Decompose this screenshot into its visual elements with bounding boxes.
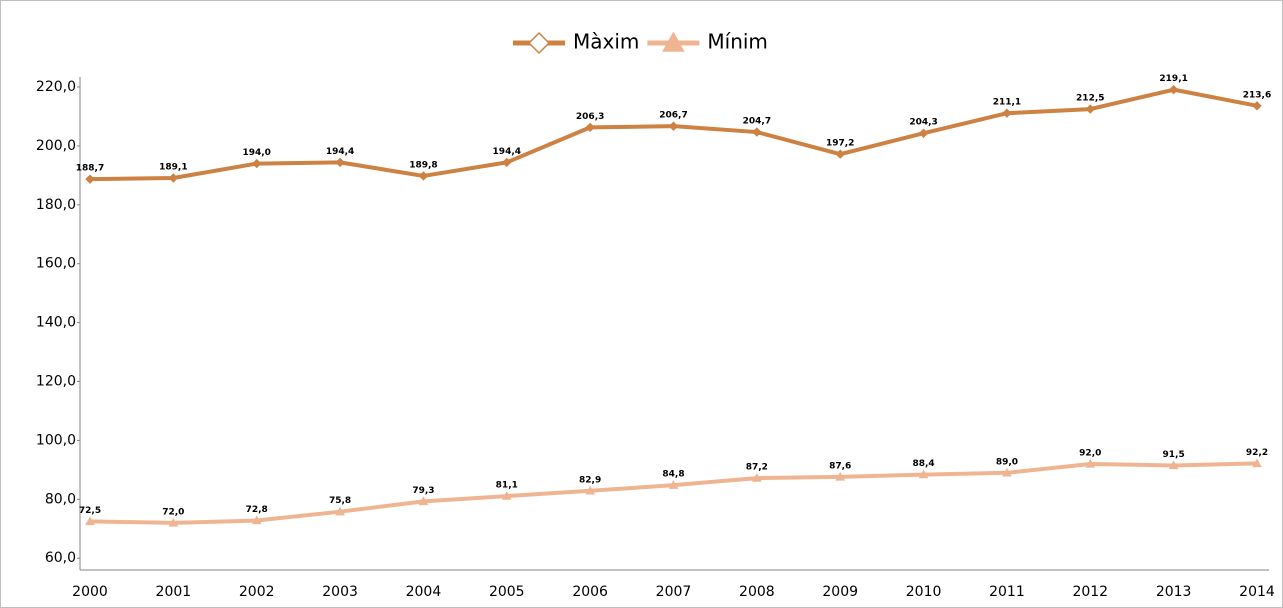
y-tick-label: 200,0 — [36, 138, 76, 154]
y-tick-label: 80,0 — [45, 491, 76, 507]
y-tick-label: 220,0 — [36, 79, 76, 95]
data-label: 91,5 — [1163, 450, 1185, 460]
data-label: 189,1 — [159, 163, 187, 173]
legend-marker — [662, 31, 685, 52]
data-label: 212,5 — [1076, 94, 1104, 104]
x-tick-label: 2001 — [156, 584, 192, 600]
data-point — [752, 127, 762, 137]
x-tick-label: 2008 — [739, 584, 775, 600]
x-tick-label: 2012 — [1072, 584, 1108, 600]
x-tick-label: 2011 — [989, 584, 1025, 600]
data-point — [251, 515, 262, 525]
data-label: 197,2 — [826, 139, 854, 149]
x-tick-label: 2004 — [406, 584, 442, 600]
x-tick-label: 2007 — [656, 584, 692, 600]
data-point — [585, 122, 595, 133]
data-point — [1002, 108, 1012, 118]
y-tick-label: 120,0 — [36, 374, 76, 390]
data-label: 75,8 — [329, 496, 351, 506]
x-tick-label: 2009 — [822, 584, 858, 600]
data-point — [168, 517, 179, 527]
legend-label: Mínim — [707, 30, 768, 54]
legend-marker — [527, 31, 551, 55]
data-label: 194,4 — [493, 147, 521, 157]
data-label: 84,8 — [662, 470, 684, 480]
data-point — [1168, 84, 1179, 95]
data-label: 188,7 — [76, 164, 104, 174]
data-label: 92,0 — [1079, 448, 1101, 458]
data-label: 88,4 — [912, 459, 934, 469]
data-point — [835, 149, 845, 159]
data-point — [1085, 458, 1096, 468]
data-point — [501, 491, 512, 500]
x-tick-label: 2003 — [322, 584, 358, 600]
data-label: 189,8 — [409, 160, 437, 170]
data-point — [835, 471, 846, 481]
data-point — [1168, 460, 1179, 470]
x-tick-label: 2005 — [489, 584, 525, 600]
x-tick-label: 2013 — [1156, 584, 1192, 600]
legend-label: Màxim — [573, 30, 639, 54]
x-tick-label: 2002 — [239, 584, 275, 600]
x-tick-label: 2010 — [906, 584, 942, 600]
data-label: 194,4 — [326, 147, 354, 157]
data-label: 72,8 — [246, 505, 268, 515]
y-tick-label: 160,0 — [36, 256, 76, 272]
data-label: 81,1 — [496, 481, 518, 491]
data-point — [1252, 458, 1262, 468]
y-tick-label: 180,0 — [36, 197, 76, 213]
data-point — [668, 121, 679, 131]
x-tick-label: 2006 — [572, 584, 608, 600]
data-label: 72,5 — [79, 506, 101, 516]
data-point — [418, 496, 429, 506]
data-label: 206,3 — [576, 112, 604, 122]
data-point — [1002, 467, 1012, 477]
data-label: 211,1 — [993, 98, 1021, 108]
data-label: 72,0 — [162, 507, 184, 517]
data-label: 79,3 — [412, 486, 434, 496]
data-label: 219,1 — [1159, 74, 1187, 84]
data-label: 206,7 — [659, 111, 687, 121]
data-point — [585, 485, 595, 495]
data-point — [418, 171, 429, 181]
data-label: 87,6 — [829, 461, 851, 471]
data-point — [918, 469, 929, 479]
data-label: 89,0 — [996, 457, 1018, 467]
y-tick-label: 100,0 — [36, 432, 76, 448]
x-tick-label: 2014 — [1239, 584, 1275, 600]
data-point — [252, 158, 262, 169]
data-point — [1085, 104, 1095, 114]
data-point — [168, 173, 179, 183]
data-point — [918, 128, 929, 138]
data-point — [335, 506, 345, 516]
y-tick-label: 140,0 — [36, 315, 76, 331]
data-label: 194,0 — [242, 148, 270, 158]
data-label: 204,7 — [743, 117, 771, 127]
data-point — [668, 480, 679, 489]
data-label: 87,2 — [746, 463, 768, 473]
data-label: 92,2 — [1246, 448, 1268, 458]
data-label: 204,3 — [909, 118, 937, 128]
data-label: 82,9 — [579, 475, 601, 485]
data-point — [85, 516, 95, 526]
data-point — [502, 157, 512, 168]
data-point — [1252, 101, 1262, 111]
data-point — [335, 157, 345, 168]
data-point — [85, 174, 95, 184]
data-point — [752, 473, 762, 482]
data-label: 213,6 — [1243, 90, 1271, 100]
x-tick-label: 2000 — [72, 584, 108, 600]
y-tick-label: 60,0 — [45, 550, 76, 566]
